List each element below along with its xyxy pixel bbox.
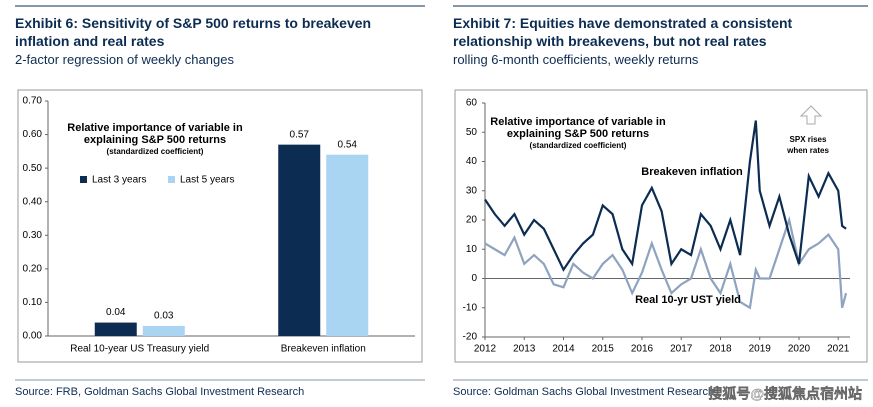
x-tick-label: 2013	[513, 344, 536, 355]
bar	[326, 154, 369, 336]
annotation: SPX rises	[790, 135, 827, 144]
y-tick-label: 60	[466, 98, 478, 109]
y-tick-label: 30	[466, 185, 478, 196]
x-tick-label: 2014	[552, 344, 575, 355]
x-tick-label: 2020	[788, 344, 811, 355]
legend-swatch	[168, 176, 175, 183]
x-tick-label: 2018	[709, 344, 732, 355]
bar	[142, 325, 185, 336]
arrow	[799, 105, 823, 125]
annotation: (standardized coefficient)	[107, 147, 204, 156]
frame	[454, 89, 868, 363]
x-tick-label: 2012	[474, 344, 497, 355]
line	[484, 215, 848, 310]
x-tick-label: Breakeven inflation	[281, 344, 366, 355]
y-tick-label: 0.50	[23, 163, 43, 174]
annotation: (standardized coefficient)	[530, 141, 627, 150]
value-label: 0.57	[290, 129, 310, 140]
x-tick-label: 2015	[592, 344, 615, 355]
y-tick-label: -10	[463, 302, 478, 313]
annotation: explaining S&P 500 returns	[84, 134, 226, 146]
annotation: Relative importance of variable in	[490, 116, 666, 128]
y-tick-label: -20	[463, 332, 478, 343]
series-label: Real 10-yr UST yield	[635, 294, 741, 306]
y-tick-label: 0.30	[23, 230, 43, 241]
x-tick-label: 2016	[631, 344, 654, 355]
legend-swatch	[80, 176, 87, 183]
y-tick-label: 10	[466, 244, 478, 255]
annotation: explaining S&P 500 returns	[507, 128, 649, 140]
series-label: Breakeven inflation	[641, 166, 743, 178]
watermark: 搜狐号@搜狐焦点宿州站	[708, 386, 862, 402]
y-tick-label: 0.20	[23, 263, 43, 274]
x-tick-label: 2021	[827, 344, 850, 355]
value-label: 0.54	[338, 139, 358, 150]
annotation: when rates	[786, 146, 829, 155]
y-tick-label: 0.00	[23, 331, 43, 342]
header: Exhibit 7: Equities have demonstrated a …	[453, 14, 868, 67]
annotation: Relative importance of variable in	[67, 122, 243, 134]
bar	[278, 144, 321, 336]
y-tick-label: 50	[466, 127, 478, 138]
x-tick-label: 2017	[670, 344, 693, 355]
y-tick-label: 0.70	[23, 96, 43, 107]
y-tick-label: 20	[466, 215, 478, 226]
value-label: 0.04	[106, 307, 126, 318]
value-label: 0.03	[154, 311, 174, 322]
y-tick-label: 0.60	[23, 129, 43, 140]
x-tick-label: Real 10-year US Treasury yield	[70, 344, 209, 355]
chart-subtitle: rolling 6-month coefficients, weekly ret…	[453, 52, 699, 67]
header: Exhibit 6: Sensitivity of S&P 500 return…	[15, 14, 425, 67]
source: Source: FRB, Goldman Sachs Global Invest…	[15, 386, 305, 398]
y-tick-label: 0.10	[23, 297, 43, 308]
chart-title: Exhibit 7: Equities have demonstrated a …	[453, 15, 793, 49]
source: Source: Goldman Sachs Global Investment …	[453, 386, 715, 398]
line	[484, 120, 847, 272]
chart-title: Exhibit 6: Sensitivity of S&P 500 return…	[15, 15, 372, 49]
y-tick-label: 40	[466, 156, 478, 167]
legend-label: Last 3 years	[92, 175, 146, 186]
chart-subtitle: 2-factor regression of weekly changes	[15, 52, 234, 67]
y-tick-label: 0.40	[23, 196, 43, 207]
frame	[17, 89, 423, 363]
legend-label: Last 5 years	[180, 175, 234, 186]
bar	[94, 322, 137, 336]
y-tick-label: 0	[471, 273, 477, 284]
x-tick-label: 2019	[749, 344, 772, 355]
